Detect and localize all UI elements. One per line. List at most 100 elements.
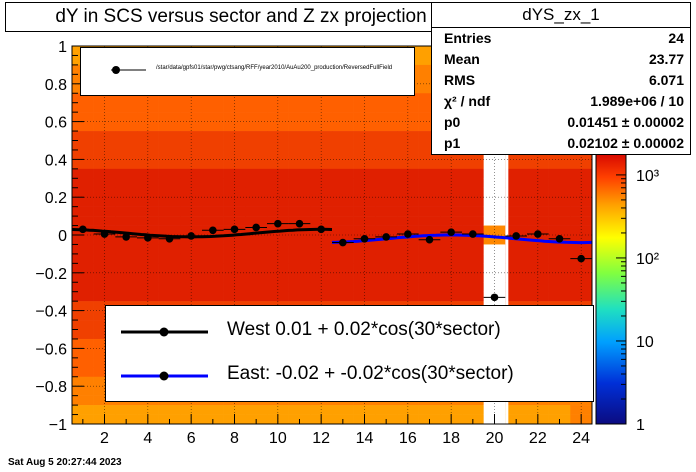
heatmap-cell xyxy=(353,253,376,264)
heatmap-cell xyxy=(310,159,333,170)
data-point xyxy=(230,225,239,234)
heatmap-cell xyxy=(72,282,94,292)
heatmap-cell xyxy=(548,405,571,415)
heatmap-cell xyxy=(288,159,311,170)
heatmap-cell xyxy=(375,291,398,302)
heatmap-cell xyxy=(570,235,593,245)
heatmap-cell xyxy=(115,405,138,415)
heatmap-cell xyxy=(245,216,268,226)
heatmap-cell xyxy=(158,178,181,189)
heatmap-cell xyxy=(397,244,419,255)
heatmap-cell xyxy=(202,168,224,179)
heatmap-cell xyxy=(418,405,441,415)
heatmap-cell xyxy=(462,159,484,170)
data-point xyxy=(382,233,390,241)
heatmap-cell xyxy=(288,405,311,415)
heatmap-cell xyxy=(397,159,419,170)
y-tick-label: −0.8 xyxy=(35,379,67,396)
x-tick-label: 16 xyxy=(399,430,417,447)
heatmap-cell xyxy=(418,74,441,85)
heatmap-cell xyxy=(158,244,181,255)
heatmap-cell xyxy=(310,244,333,255)
heatmap-cell xyxy=(483,253,506,264)
heatmap-cell xyxy=(332,291,354,302)
heatmap-cell xyxy=(353,225,376,236)
heatmap-cell xyxy=(72,291,94,302)
heatmap-cell xyxy=(332,197,354,207)
heatmap-cell xyxy=(397,112,419,122)
heatmap-cell xyxy=(375,282,398,292)
heatmap-cell xyxy=(72,187,94,198)
heatmap-cell xyxy=(332,253,354,264)
heatmap-cell xyxy=(527,282,549,292)
color-scale-bar xyxy=(595,149,627,425)
heatmap-cell xyxy=(332,140,354,151)
heatmap-cell xyxy=(375,272,398,283)
heatmap-cell xyxy=(332,131,354,141)
heatmap-cell xyxy=(375,149,398,160)
legend-west-label: West 0.01 + 0.02*cos(30*sector) xyxy=(227,319,501,340)
heatmap-cell xyxy=(137,159,159,170)
heatmap-cell xyxy=(267,235,289,245)
heatmap-cell xyxy=(288,272,311,283)
x-axis: 2 4 6 8 10 12 14 16 18 20 22 24 xyxy=(82,414,590,447)
heatmap-cell xyxy=(505,197,528,207)
heatmap-cell xyxy=(440,253,463,264)
heatmap-cell xyxy=(202,131,224,141)
heatmap-cell xyxy=(310,282,333,292)
heatmap-cell xyxy=(202,263,224,274)
heatmap-cell xyxy=(137,244,159,255)
heatmap-cell xyxy=(115,93,138,103)
stats-row: Entries 24 xyxy=(432,28,690,49)
heatmap-cell xyxy=(245,263,268,274)
heatmap-cell xyxy=(72,253,94,264)
heatmap-cell xyxy=(288,282,311,292)
heatmap-cell xyxy=(397,102,419,113)
heatmap-cell xyxy=(72,338,94,349)
heatmap-cell xyxy=(310,178,333,189)
heatmap-cell xyxy=(72,121,94,132)
heatmap-cell xyxy=(462,206,484,217)
heatmap-cell xyxy=(267,168,289,179)
fit-curve-west xyxy=(71,227,333,239)
stats-value: 0.02102 ± 0.00002 xyxy=(567,135,684,151)
heatmap-cell xyxy=(267,282,289,292)
heatmap-cell xyxy=(288,206,311,217)
data-point xyxy=(100,230,109,238)
heatmap-cell xyxy=(137,102,159,113)
heatmap-cell xyxy=(115,253,138,264)
heatmap-cell xyxy=(245,272,268,283)
heatmap-cell xyxy=(245,206,268,217)
stats-value: 23.77 xyxy=(648,51,684,67)
heatmap-cell xyxy=(375,112,398,122)
heatmap-cell xyxy=(93,291,116,302)
heatmap-cell xyxy=(93,178,116,189)
heatmap-cell xyxy=(115,168,138,179)
stats-box: dYS_zx_1 Entries 24 Mean 23.77 RMS 6.071 χ²… xyxy=(431,2,691,155)
heatmap-cell xyxy=(115,178,138,189)
heatmap-cell xyxy=(72,93,94,103)
heatmap-cell xyxy=(158,405,181,415)
stats-row: p1 0.02102 ± 0.00002 xyxy=(432,133,690,154)
heatmap-cell xyxy=(202,93,224,103)
heatmap-cell xyxy=(158,121,181,132)
heatmap-cell xyxy=(483,235,506,245)
heatmap-cell xyxy=(332,168,354,179)
heatmap-cell xyxy=(223,187,246,198)
heatmap-cell xyxy=(527,178,549,189)
heatmap-cell xyxy=(570,282,593,292)
heatmap-cell xyxy=(397,168,419,179)
fit-curves xyxy=(71,227,593,245)
heatmap-cell xyxy=(158,131,181,141)
heatmap-cell xyxy=(418,131,441,141)
heatmap-cell xyxy=(72,159,94,170)
heatmap-cell xyxy=(245,187,268,198)
heatmap-cell xyxy=(267,244,289,255)
heatmap-cell xyxy=(202,197,224,207)
heatmap-cell xyxy=(223,159,246,170)
heatmap-cell xyxy=(332,263,354,274)
heatmap-cell xyxy=(310,93,333,103)
stats-row: RMS 6.071 xyxy=(432,70,690,91)
heatmap-cell xyxy=(267,159,289,170)
heatmap-cell xyxy=(72,168,94,179)
